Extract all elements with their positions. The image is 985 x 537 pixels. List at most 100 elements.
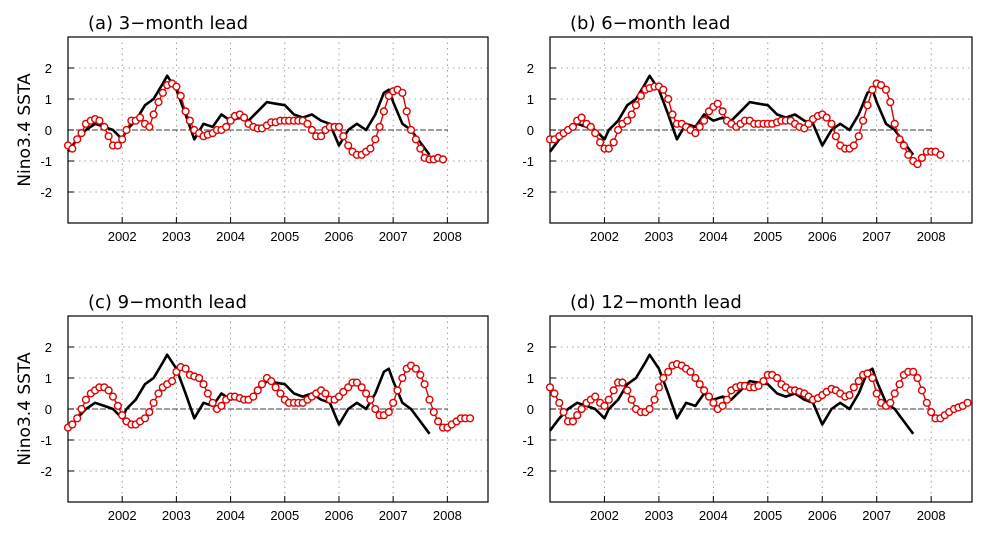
forecast-point <box>181 107 190 116</box>
forecast-point <box>577 113 586 122</box>
y-axis-label: Nino3.4 SSTA <box>15 73 35 187</box>
forecast-point <box>909 367 918 376</box>
x-tick-label: 2004 <box>699 229 728 244</box>
forecast-point <box>73 135 82 144</box>
y-tick-label: 2 <box>527 340 534 355</box>
forecast-point <box>158 88 167 97</box>
y-tick-label: -2 <box>522 464 534 479</box>
forecast-point <box>872 389 881 398</box>
forecast-point <box>699 116 709 125</box>
forecast-point <box>645 404 654 414</box>
forecast-point <box>389 398 398 407</box>
forecast-point <box>827 119 836 128</box>
forecast-point <box>559 408 568 417</box>
forecast-point <box>434 417 443 426</box>
forecast-point <box>416 370 425 380</box>
forecast-point <box>831 132 841 141</box>
forecast-point <box>936 150 945 159</box>
forecast-point <box>863 101 872 110</box>
forecast-point <box>573 411 582 420</box>
forecast-point <box>217 401 226 411</box>
forecast-point <box>466 414 475 423</box>
x-tick-label: 2006 <box>808 229 837 244</box>
forecast-point <box>591 129 600 138</box>
forecast-point <box>366 395 375 404</box>
forecast-point <box>886 97 895 107</box>
x-tick-label: 2007 <box>379 508 408 523</box>
forecast-point <box>623 386 632 395</box>
forecast-point <box>344 141 353 150</box>
y-tick-label: 0 <box>45 123 52 138</box>
forecast-point <box>963 398 972 407</box>
y-tick-label: -1 <box>522 433 534 448</box>
forecast-point <box>886 398 895 407</box>
forecast-point <box>759 377 768 386</box>
forecast-point <box>904 150 913 159</box>
y-tick-label: 1 <box>527 92 534 107</box>
forecast-point <box>429 408 438 417</box>
forecast-point <box>550 389 559 398</box>
y-tick-label: 2 <box>45 340 52 355</box>
forecast-point <box>195 373 204 383</box>
forecast-point <box>668 110 677 119</box>
y-tick-label: -2 <box>40 464 52 479</box>
forecast-point <box>890 119 899 128</box>
forecast-point <box>276 389 285 398</box>
forecast-point <box>895 380 904 389</box>
forecast-point <box>699 386 709 395</box>
forecast-point <box>257 380 267 389</box>
forecast-point <box>691 373 700 383</box>
forecast-point <box>849 141 858 150</box>
panel-title: (b) 6−month lead <box>570 13 730 34</box>
x-tick-label: 2003 <box>644 229 673 244</box>
forecast-point <box>136 113 145 122</box>
forecast-point <box>772 373 782 383</box>
forecast-point <box>357 383 366 392</box>
panel-title: (d) 12−month lead <box>570 292 742 313</box>
forecast-point <box>339 387 348 397</box>
forecast-point <box>623 116 632 125</box>
x-tick-label: 2003 <box>162 508 191 523</box>
forecast-point <box>849 383 858 392</box>
forecast-point <box>398 373 407 383</box>
forecast-point <box>586 122 595 132</box>
forecast-point <box>352 378 362 387</box>
forecast-point <box>317 132 326 141</box>
forecast-point <box>868 85 877 94</box>
forecast-point <box>695 122 704 132</box>
forecast-point <box>577 404 586 414</box>
forecast-point <box>609 386 618 395</box>
forecast-point <box>927 408 936 417</box>
y-tick-label: -1 <box>40 433 52 448</box>
forecast-point <box>118 135 127 144</box>
forecast-point <box>240 113 249 122</box>
forecast-point <box>393 386 402 395</box>
forecast-point <box>854 377 863 386</box>
y-tick-label: 2 <box>45 61 52 76</box>
x-tick-label: 2002 <box>590 229 619 244</box>
forecast-point <box>222 122 231 132</box>
forecast-point <box>181 364 190 373</box>
y-tick-label: 0 <box>527 123 534 138</box>
forecast-point <box>704 392 714 401</box>
forecast-point <box>604 144 613 153</box>
x-tick-label: 2005 <box>753 508 782 523</box>
forecast-point <box>384 408 393 417</box>
forecast-point <box>555 398 564 407</box>
y-tick-label: -1 <box>522 154 534 169</box>
forecast-point <box>379 107 389 116</box>
forecast-point <box>118 411 127 420</box>
x-tick-label: 2002 <box>590 508 619 523</box>
forecast-point <box>149 398 158 407</box>
x-tick-label: 2008 <box>917 229 946 244</box>
forecast-point <box>420 380 429 389</box>
forecast-point <box>307 125 317 135</box>
forecast-point <box>366 144 375 153</box>
forecast-point <box>686 367 695 376</box>
forecast-point <box>398 88 407 97</box>
forecast-point <box>609 138 618 147</box>
x-tick-label: 2002 <box>108 508 137 523</box>
y-tick-label: 0 <box>527 402 534 417</box>
forecast-point <box>604 395 613 404</box>
